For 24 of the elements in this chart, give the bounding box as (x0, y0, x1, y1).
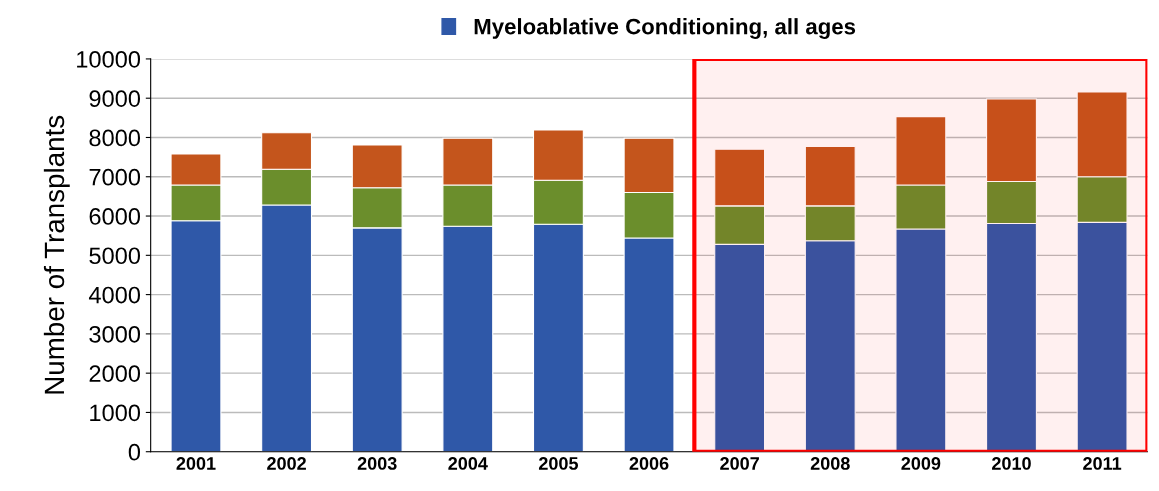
y-tick-label: 6000 (89, 208, 141, 225)
x-tick-label: 2009 (901, 457, 941, 470)
y-tick-label: 8000 (89, 129, 141, 147)
y-tick-label: 1000 (90, 404, 141, 422)
x-tick-label: 2002 (267, 457, 306, 470)
x-tick-label: 2003 (357, 457, 397, 470)
y-axis-title: Number of Transplants (43, 115, 70, 394)
x-tick-label: 2006 (629, 457, 669, 470)
x-tick-label: 2001 (176, 457, 216, 470)
y-tick-label: 10000 (77, 50, 141, 68)
y-tick-label: 4000 (88, 286, 141, 304)
y-tick-label: 9000 (89, 90, 141, 107)
y-tick-label: 7000 (89, 168, 141, 186)
legend-label: Myeloablative Conditioning, all ages (474, 18, 856, 39)
x-tick-label: 2010 (992, 457, 1031, 470)
x-tick-label: 2008 (810, 457, 850, 470)
y-tick-label: 0 (128, 443, 141, 461)
x-tick-label: 2011 (1083, 457, 1122, 470)
x-tick-label: 2004 (448, 457, 488, 470)
y-tick-label: 5000 (89, 247, 141, 265)
y-tick-label: 2000 (89, 365, 141, 382)
x-tick-label: 2007 (720, 457, 759, 470)
y-tick-label: 3000 (89, 325, 141, 343)
x-tick-label: 2005 (538, 457, 579, 470)
